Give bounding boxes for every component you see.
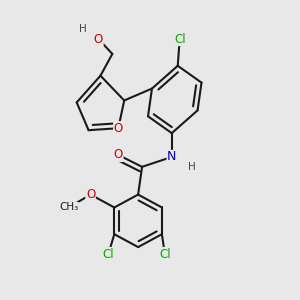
Text: H: H xyxy=(188,162,196,172)
Text: O: O xyxy=(114,122,123,135)
Text: Cl: Cl xyxy=(103,248,114,260)
Text: CH₃: CH₃ xyxy=(59,202,78,212)
Text: O: O xyxy=(114,148,123,161)
Text: O: O xyxy=(86,188,95,201)
Text: N: N xyxy=(167,150,176,164)
Text: Cl: Cl xyxy=(159,248,171,260)
Text: O: O xyxy=(94,32,103,46)
Text: Cl: Cl xyxy=(174,32,185,46)
Text: H: H xyxy=(79,24,86,34)
